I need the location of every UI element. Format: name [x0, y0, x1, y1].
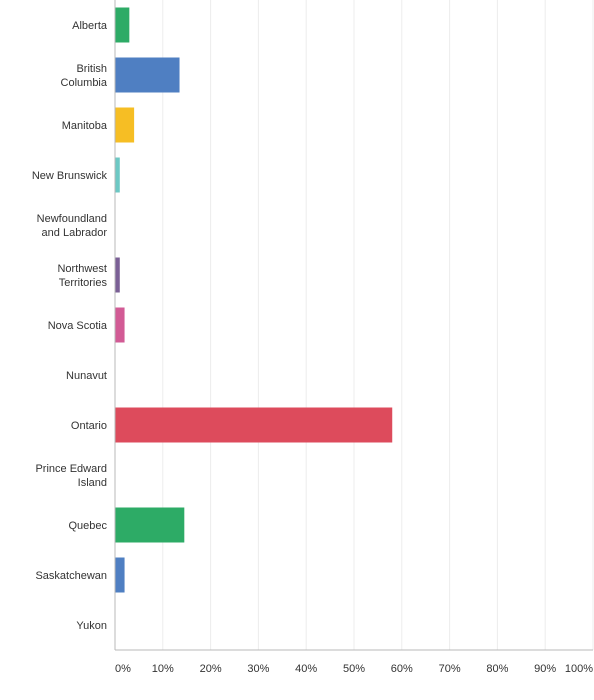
x-tick-label: 50%: [343, 663, 365, 675]
category-label: Territories: [59, 277, 108, 289]
category-label: Nunavut: [66, 370, 107, 382]
x-tick-label: 20%: [200, 663, 222, 675]
category-label: Saskatchewan: [35, 570, 107, 582]
category-label: Prince Edward: [35, 463, 107, 475]
x-axis: 0% 10% 20% 30% 40% 50% 60% 70% 80% 90% 100%: [114, 0, 593, 675]
category-label: Yukon: [76, 620, 107, 632]
category-label: Nova Scotia: [48, 320, 108, 332]
x-tick-label: 90%: [534, 663, 556, 675]
x-tick-label: 70%: [439, 663, 461, 675]
category-label: Newfoundland: [37, 213, 107, 225]
category-label: and Labrador: [42, 227, 108, 239]
category-label: Manitoba: [62, 120, 108, 132]
gridlines: [162, 0, 594, 650]
category-labels: Alberta British Columbia Manitoba New Brunsw…: [32, 20, 108, 632]
category-label: Ontario: [71, 420, 107, 432]
bar: [115, 107, 135, 143]
bar: [115, 557, 125, 593]
category-label: Island: [78, 477, 107, 489]
x-tick-label: 10%: [152, 663, 174, 675]
category-label: British: [76, 63, 107, 75]
x-tick-label: 60%: [391, 663, 413, 675]
x-tick-label: 0%: [115, 663, 131, 675]
bar: [115, 7, 130, 43]
category-label: New Brunswick: [32, 170, 108, 182]
bar: [115, 57, 180, 93]
bars: [115, 7, 393, 593]
x-tick-label: 30%: [247, 663, 269, 675]
category-label: Alberta: [72, 20, 108, 32]
bar: [115, 407, 393, 443]
x-tick-label: 80%: [486, 663, 508, 675]
category-label: Quebec: [68, 520, 107, 532]
x-tick-label: 100%: [565, 663, 593, 675]
bar: [115, 507, 185, 543]
category-label: Northwest: [57, 263, 107, 275]
bar: [115, 307, 125, 343]
category-label: Columbia: [61, 77, 108, 89]
bar: [115, 157, 120, 193]
x-tick-label: 40%: [295, 663, 317, 675]
bar: [115, 257, 120, 293]
